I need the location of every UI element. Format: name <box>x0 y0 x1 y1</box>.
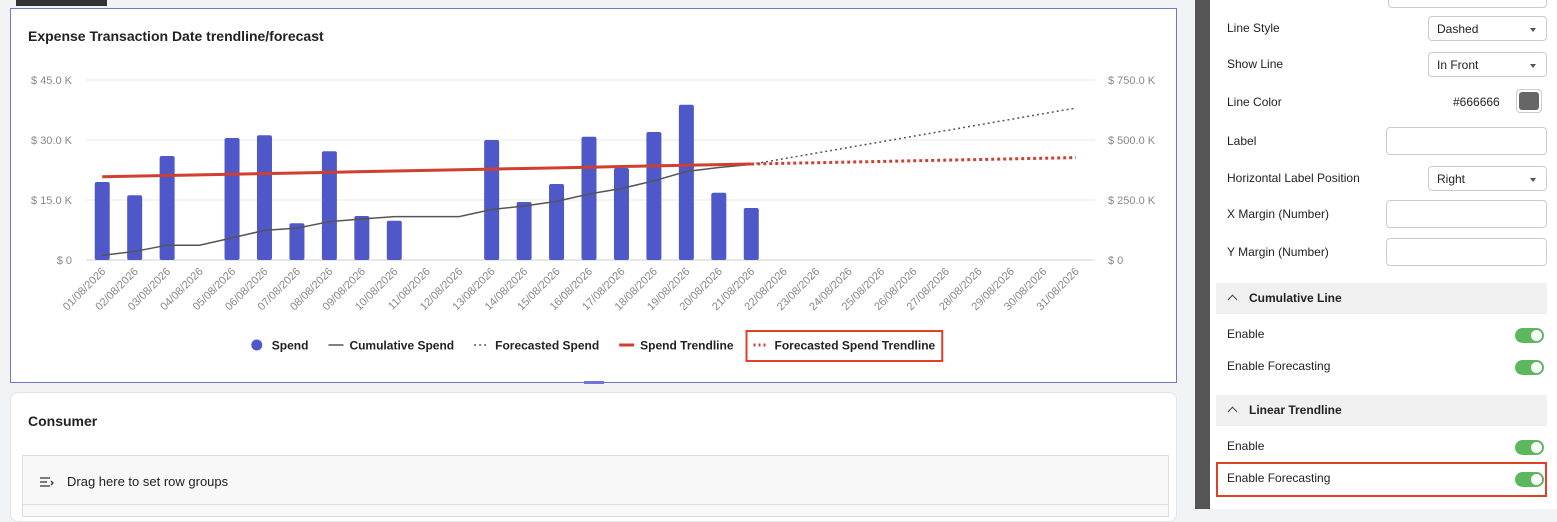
chart-title: Expense Transaction Date trendline/forec… <box>28 28 324 44</box>
bar <box>613 168 629 260</box>
field-label: Line Color <box>1227 95 1282 109</box>
bar <box>711 192 727 260</box>
consumer-title: Consumer <box>28 413 98 429</box>
chart: Expense Transaction Date trendline/forec… <box>28 28 1156 362</box>
field-label: Label <box>1227 134 1257 148</box>
highlight-box <box>1216 462 1547 497</box>
grid-divider <box>23 504 1168 505</box>
toggle[interactable] <box>1515 360 1544 375</box>
field-label: Y Margin (Number) <box>1227 245 1329 259</box>
y-tick-label: $ 30.0 K <box>31 135 73 147</box>
bar <box>224 138 240 260</box>
toggle-label: Enable Forecasting <box>1227 471 1331 485</box>
bar <box>321 151 337 260</box>
text-input[interactable] <box>1386 127 1547 155</box>
y2-tick-label: $ 250.0 K <box>1108 195 1156 207</box>
toggle-label: Enable <box>1227 327 1265 341</box>
bar <box>549 184 565 260</box>
text-input[interactable] <box>1386 200 1547 228</box>
legend-item: Forecasted Spend Trendline <box>753 339 936 353</box>
select[interactable]: Dashed <box>1428 16 1547 41</box>
y-tick-label: $ 0 <box>57 255 72 267</box>
row-group-icon <box>40 477 54 487</box>
section-title: Linear Trendline <box>1249 403 1342 417</box>
section-header[interactable] <box>1216 395 1547 426</box>
line <box>102 162 752 179</box>
y2-tick-label: $ 750.0 K <box>1108 75 1156 87</box>
swatch-fill <box>1519 92 1539 110</box>
bar <box>581 136 597 260</box>
legend-label: Forecasted Spend Trendline <box>775 339 936 353</box>
legend-label: Spend Trendline <box>640 339 734 353</box>
select[interactable]: In Front <box>1428 52 1547 77</box>
toggle[interactable] <box>1515 440 1544 455</box>
widget-tab <box>16 0 107 6</box>
bar <box>256 135 272 260</box>
field-label: Show Line <box>1227 57 1284 71</box>
y-tick-label: $ 45.0 K <box>31 75 73 87</box>
line <box>751 156 1076 166</box>
legend-marker <box>251 339 263 351</box>
field-label: Horizontal Label Position <box>1227 171 1360 185</box>
color-swatch[interactable] <box>1516 89 1542 113</box>
settings-panel: Line Style Dashed Show Line In Front Line Co… <box>1210 0 1557 509</box>
toggle[interactable] <box>1515 328 1544 343</box>
bar <box>386 220 402 260</box>
field-label: Line Style <box>1227 21 1280 35</box>
legend-item: Cumulative Spend <box>328 339 454 353</box>
input[interactable] <box>1388 0 1547 8</box>
section-header[interactable] <box>1216 283 1547 314</box>
select[interactable]: Right <box>1428 166 1547 191</box>
page: Expense Transaction Date trendline/forec… <box>10 0 1557 522</box>
legend-label: Spend <box>272 339 309 353</box>
bar <box>516 202 532 260</box>
legend-item: Spend <box>251 339 308 353</box>
legend-item: Forecasted Spend <box>474 339 599 353</box>
text-input[interactable] <box>1386 238 1547 266</box>
drop-zone[interactable]: Drag here to set row groups <box>67 474 229 489</box>
line <box>102 163 752 257</box>
grid: Drag here to set row groups <box>22 455 1169 517</box>
toggle-label: Enable <box>1227 439 1265 453</box>
field-label: X Margin (Number) <box>1227 207 1330 221</box>
bar <box>94 182 110 260</box>
bar <box>127 195 143 260</box>
legend-label: Forecasted Spend <box>495 339 599 353</box>
bar <box>484 140 500 260</box>
scrollbar <box>1195 0 1210 509</box>
bar <box>646 132 662 260</box>
y2-tick-label: $ 500.0 K <box>1108 135 1156 147</box>
bar <box>159 156 175 260</box>
y2-tick-label: $ 0 <box>1108 255 1123 267</box>
bar <box>678 104 694 260</box>
legend-item: Spend Trendline <box>619 339 734 353</box>
y-tick-label: $ 15.0 K <box>31 195 73 207</box>
section-title: Cumulative Line <box>1249 291 1342 305</box>
toggle-label: Enable Forecasting <box>1227 359 1331 373</box>
toggle[interactable] <box>1515 472 1544 487</box>
bar <box>354 216 370 260</box>
legend-label: Cumulative Spend <box>349 339 454 353</box>
consumer-card: Consumer Drag here to set row groups <box>10 392 1177 522</box>
line <box>751 107 1076 166</box>
bar <box>289 223 305 260</box>
legend-highlight <box>745 330 944 362</box>
resize-handle <box>584 381 604 384</box>
bar <box>743 208 759 260</box>
color-value: #666666 <box>1453 95 1500 109</box>
